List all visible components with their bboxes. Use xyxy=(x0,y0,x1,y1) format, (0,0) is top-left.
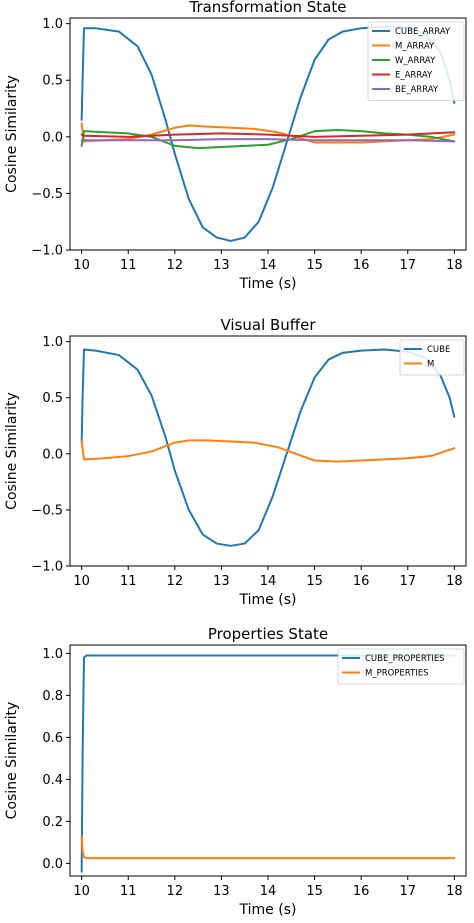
series-line-m xyxy=(80,439,456,463)
legend-label: M_PROPERTIES xyxy=(365,669,429,679)
legend-label: BE_ARRAY xyxy=(395,85,439,95)
series-line-cube xyxy=(80,348,456,547)
x-tick-label: 16 xyxy=(353,258,370,273)
legend-label: M_ARRAY xyxy=(395,42,435,52)
x-tick-label: 15 xyxy=(306,574,323,589)
y-tick-label: 0.0 xyxy=(42,857,63,872)
x-tick-label: 18 xyxy=(446,258,463,273)
x-tick-label: 15 xyxy=(306,884,323,899)
series-line-w-array xyxy=(80,129,456,150)
x-tick-label: 10 xyxy=(73,258,90,273)
legend-label: CUBE xyxy=(427,345,450,355)
y-tick-label: 1.0 xyxy=(42,17,63,32)
legend: CUBE M xyxy=(399,339,465,376)
series-line-be-array xyxy=(80,138,456,143)
y-axis-label: Cosine Similarity xyxy=(4,392,20,510)
x-tick-label: 12 xyxy=(167,884,184,899)
legend-box xyxy=(367,21,465,101)
chart-title: Properties State xyxy=(208,625,328,643)
x-tick-label: 10 xyxy=(73,574,90,589)
y-tick-label: −1.0 xyxy=(31,560,63,575)
y-tick-label: 1.0 xyxy=(42,647,63,662)
y-tick-label: 0.5 xyxy=(42,391,63,406)
x-tick-label: 17 xyxy=(399,258,416,273)
x-tick-label: 17 xyxy=(399,574,416,589)
x-axis-label: Time (s) xyxy=(239,592,297,608)
y-tick-label: 0.6 xyxy=(42,731,63,746)
x-tick-label: 18 xyxy=(446,574,463,589)
x-tick-label: 13 xyxy=(213,574,230,589)
legend-label: W_ARRAY xyxy=(395,56,436,66)
y-tick-label: −0.5 xyxy=(31,503,63,518)
x-tick-label: 14 xyxy=(260,574,277,589)
chart-title: Visual Buffer xyxy=(220,316,316,334)
y-tick-label: −0.5 xyxy=(31,187,63,202)
x-tick-label: 11 xyxy=(120,574,137,589)
x-tick-label: 11 xyxy=(120,884,137,899)
y-tick-label: −1.0 xyxy=(31,244,63,259)
chart-panel-1: Transformation State 10 11 12 13 14 15 16 17 18 1.… xyxy=(4,0,467,292)
y-axis-label: Cosine Similarity xyxy=(4,75,20,193)
x-tick-label: 18 xyxy=(446,884,463,899)
legend-label: CUBE_ARRAY xyxy=(395,27,451,37)
x-axis-label: Time (s) xyxy=(239,276,297,292)
x-tick-label: 15 xyxy=(306,258,323,273)
x-tick-label: 11 xyxy=(120,258,137,273)
y-tick-label: 0.0 xyxy=(42,130,63,145)
x-tick-label: 14 xyxy=(260,884,277,899)
y-tick-label: 1.0 xyxy=(42,335,63,350)
x-tick-label: 16 xyxy=(353,884,370,899)
y-tick-label: 0.8 xyxy=(42,689,63,704)
legend: CUBE_ARRAY M_ARRAY W_ARRAY E_ARRAY BE_ARRAY xyxy=(367,21,465,101)
x-tick-label: 14 xyxy=(260,258,277,273)
y-axis-label: Cosine Similarity xyxy=(4,702,20,820)
legend-box xyxy=(337,648,465,685)
x-tick-label: 12 xyxy=(167,574,184,589)
legend-label: E_ARRAY xyxy=(395,71,433,81)
legend-label: M xyxy=(427,360,434,370)
series-line-e-array xyxy=(80,131,456,138)
x-tick-label: 12 xyxy=(167,258,184,273)
series-line-m-properties xyxy=(80,835,456,860)
x-tick-label: 13 xyxy=(213,258,230,273)
series-line-cube-properties xyxy=(80,654,456,873)
legend-label: CUBE_PROPERTIES xyxy=(365,654,445,664)
legend: CUBE_PROPERTIES M_PROPERTIES xyxy=(337,648,465,685)
y-tick-label: 0.2 xyxy=(42,815,63,830)
x-tick-label: 10 xyxy=(73,884,90,899)
chart-title: Transformation State xyxy=(188,0,346,16)
y-tick-label: 0.5 xyxy=(42,74,63,89)
x-tick-label: 13 xyxy=(213,884,230,899)
chart-panel-2: Visual Buffer 10 11 12 13 14 15 16 17 18 1.0 0.5 0.0… xyxy=(4,316,467,608)
x-axis-label: Time (s) xyxy=(239,902,297,918)
x-tick-label: 17 xyxy=(399,884,416,899)
y-tick-label: 0.0 xyxy=(42,447,63,462)
series-line-m-array xyxy=(80,122,456,144)
chart-panel-3: Properties State 10 11 12 13 14 15 16 17 18 1.0 0.8… xyxy=(4,625,467,918)
y-tick-label: 0.4 xyxy=(42,773,63,788)
x-tick-label: 16 xyxy=(353,574,370,589)
